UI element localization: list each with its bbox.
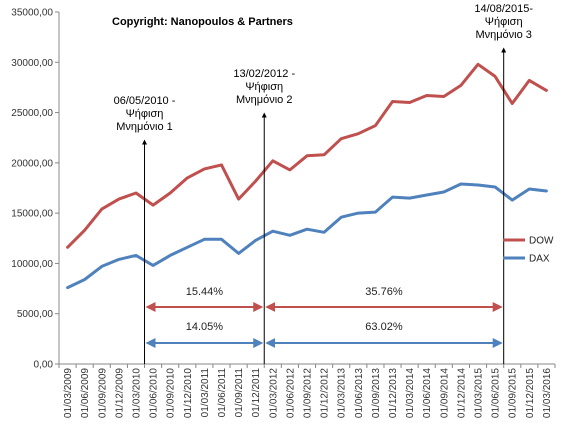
y-tick-label: 15000,00: [11, 209, 53, 220]
copyright-text: Copyright: Nanopoulos & Partners: [112, 16, 293, 28]
event-label: Ψήφιση: [245, 81, 283, 93]
x-tick-label: 01/09/2009: [97, 368, 108, 418]
event-label: Μνημόνιο 2: [236, 94, 292, 106]
event-label: 13/02/2012 -: [233, 68, 295, 80]
x-tick-label: 01/09/2011: [234, 368, 245, 418]
x-tick-label: 01/12/2009: [114, 368, 125, 418]
dax-range-label: 14.05%: [186, 321, 224, 333]
x-tick-label: 01/06/2011: [217, 368, 228, 418]
y-tick-label: 20000,00: [11, 158, 53, 169]
y-tick-label: 0,00: [34, 360, 54, 371]
x-tick-label: 01/09/2010: [166, 368, 177, 418]
x-tick-label: 01/06/2013: [354, 368, 365, 418]
x-tick-label: 01/12/2015: [525, 368, 536, 418]
x-tick-label: 01/03/2015: [474, 368, 485, 418]
y-tick-label: 35000,00: [11, 8, 53, 19]
x-tick-label: 01/12/2013: [388, 368, 399, 418]
x-tick-label: 01/06/2012: [285, 368, 296, 418]
x-tick-label: 01/06/2014: [422, 368, 433, 418]
chart-axes: 0,00 5000,00 10000,00 15000,00 20000,00 25000…: [11, 8, 556, 418]
event-label: 14/08/2015-: [474, 3, 533, 15]
legend-label-dax: DAX: [529, 254, 550, 265]
x-tick-label: 01/03/2013: [337, 368, 348, 418]
dax-range-label: 63.02%: [365, 321, 403, 333]
x-tick-label: 01/09/2013: [371, 368, 382, 418]
x-tick-label: 01/03/2014: [405, 368, 416, 418]
x-tick-label: 01/12/2014: [456, 368, 467, 418]
y-tick-label: 30000,00: [11, 58, 53, 69]
x-tick-label: 01/03/2012: [268, 368, 279, 418]
x-tick-label: 01/09/2014: [439, 368, 450, 418]
y-tick-label: 10000,00: [11, 259, 53, 270]
dow-range-label: 35.76%: [365, 286, 403, 298]
x-tick-label: 01/12/2012: [320, 368, 331, 418]
x-tick-label: 01/12/2011: [251, 368, 262, 418]
x-tick-label: 01/03/2009: [63, 368, 74, 418]
event-label: Μνημόνιο 1: [116, 121, 172, 133]
x-tick-label: 01/03/2011: [200, 368, 211, 418]
event-label: Ψήφιση: [485, 16, 523, 28]
chart-legend: DOW DAX: [503, 236, 554, 265]
x-tick-label: 01/09/2015: [508, 368, 519, 418]
series-line-dow: [66, 62, 548, 249]
dow-range-label: 15.44%: [186, 286, 224, 298]
event-label: 06/05/2010 -: [114, 95, 176, 107]
x-tick-label: 01/06/2015: [491, 368, 502, 418]
x-tick-label: 01/03/2010: [131, 368, 142, 418]
x-tick-label: 01/09/2012: [303, 368, 314, 418]
y-tick-label: 5000,00: [17, 309, 54, 320]
series-line-dax: [66, 182, 548, 290]
event-label: Μνημόνιο 3: [475, 29, 531, 41]
legend-label-dow: DOW: [529, 236, 554, 247]
event-label: Ψήφιση: [126, 108, 164, 120]
x-tick-label: 01/06/2009: [80, 368, 91, 418]
x-tick-label: 01/12/2010: [183, 368, 194, 418]
x-tick-label: 01/06/2010: [149, 368, 160, 418]
x-tick-label: 01/03/2016: [542, 368, 553, 418]
chart-series-lines: [66, 62, 548, 290]
y-tick-label: 25000,00: [11, 108, 53, 119]
